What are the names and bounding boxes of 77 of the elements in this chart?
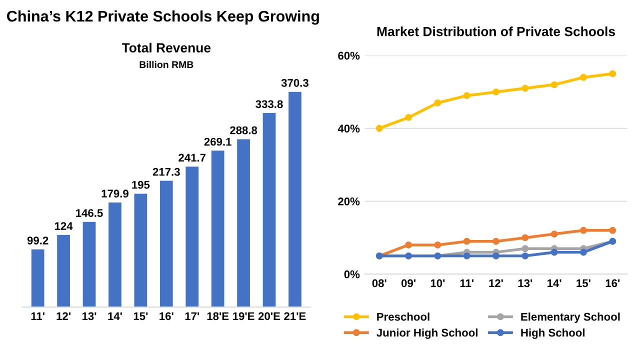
data-label: 288.8 <box>230 126 258 134</box>
point <box>522 84 529 92</box>
chart-title: Market Distribution of Private Schools <box>377 26 615 36</box>
chart-subtitle: Billion RMB <box>140 60 194 68</box>
bar <box>262 113 276 308</box>
bar <box>82 222 96 308</box>
point <box>522 245 529 252</box>
data-label: 241.7 <box>178 154 206 162</box>
x-tick-label: 16' <box>160 312 174 320</box>
bar <box>31 249 44 308</box>
bar <box>160 180 173 308</box>
point <box>492 88 500 96</box>
x-tick-label: 19'E <box>233 312 254 320</box>
bar <box>108 202 122 308</box>
bar <box>211 150 224 308</box>
y-tick-label: 40% <box>338 124 360 133</box>
x-tick-label: 11' <box>31 312 44 320</box>
point <box>463 238 470 245</box>
data-label: 195 <box>132 180 150 189</box>
point <box>580 226 587 234</box>
x-tick-label: 20'E <box>258 312 280 320</box>
x-tick-label: 11' <box>460 279 474 288</box>
point <box>522 252 529 260</box>
point <box>522 234 529 242</box>
data-label: 269.1 <box>204 138 232 146</box>
bar <box>237 139 250 308</box>
x-tick-label: 09' <box>401 279 416 288</box>
x-tick-label: 17' <box>185 312 200 320</box>
x-tick-label: 12' <box>56 312 70 320</box>
point <box>463 252 470 260</box>
data-label: 333.8 <box>256 100 283 108</box>
data-label: 99.2 <box>27 236 48 244</box>
x-tick-label: 15' <box>134 312 148 320</box>
legend-label: Preschool <box>377 312 430 321</box>
point <box>580 248 587 256</box>
x-tick-label: 10' <box>430 279 445 288</box>
point <box>550 248 558 256</box>
point <box>434 99 442 106</box>
y-tick-label: 60% <box>338 52 360 60</box>
legend-label: Elementary School <box>521 312 620 323</box>
point <box>550 230 558 238</box>
x-tick-label: 14' <box>548 279 562 288</box>
point <box>405 242 412 248</box>
legend-label: Junior High School <box>376 328 478 339</box>
bar <box>186 166 199 308</box>
x-tick-label: 18'E <box>207 312 229 320</box>
point <box>580 74 587 81</box>
bar <box>134 194 148 308</box>
bar <box>57 235 70 308</box>
y-tick-label: 20% <box>338 198 360 206</box>
bar <box>288 92 302 308</box>
point <box>609 70 616 78</box>
point <box>376 124 383 132</box>
data-label: 370.3 <box>281 78 308 87</box>
x-tick-label: 12' <box>489 279 503 288</box>
text: China’s K12 Private Schools Keep Growing <box>7 10 319 25</box>
y-tick-label: 0% <box>344 270 360 278</box>
x-tick-label: 14' <box>108 312 122 320</box>
chart-title: Total Revenue <box>122 42 211 53</box>
point <box>492 252 500 260</box>
point <box>609 226 616 234</box>
data-label: 146.5 <box>76 209 103 217</box>
legend-label: High School <box>521 328 584 339</box>
point <box>492 238 500 245</box>
point <box>550 81 558 88</box>
x-tick-label: 16' <box>606 279 620 288</box>
x-tick-label: 13' <box>518 279 532 288</box>
x-tick-label: 08' <box>372 279 386 288</box>
data-label: 179.9 <box>102 190 128 198</box>
data-label: 124 <box>54 222 73 230</box>
point <box>405 114 412 121</box>
point <box>463 92 470 100</box>
x-tick-label: 13' <box>82 312 96 320</box>
x-tick-label: 21'E <box>284 312 306 320</box>
data-label: 217.3 <box>152 168 180 176</box>
point <box>434 242 442 248</box>
x-tick-label: 15' <box>576 279 590 288</box>
